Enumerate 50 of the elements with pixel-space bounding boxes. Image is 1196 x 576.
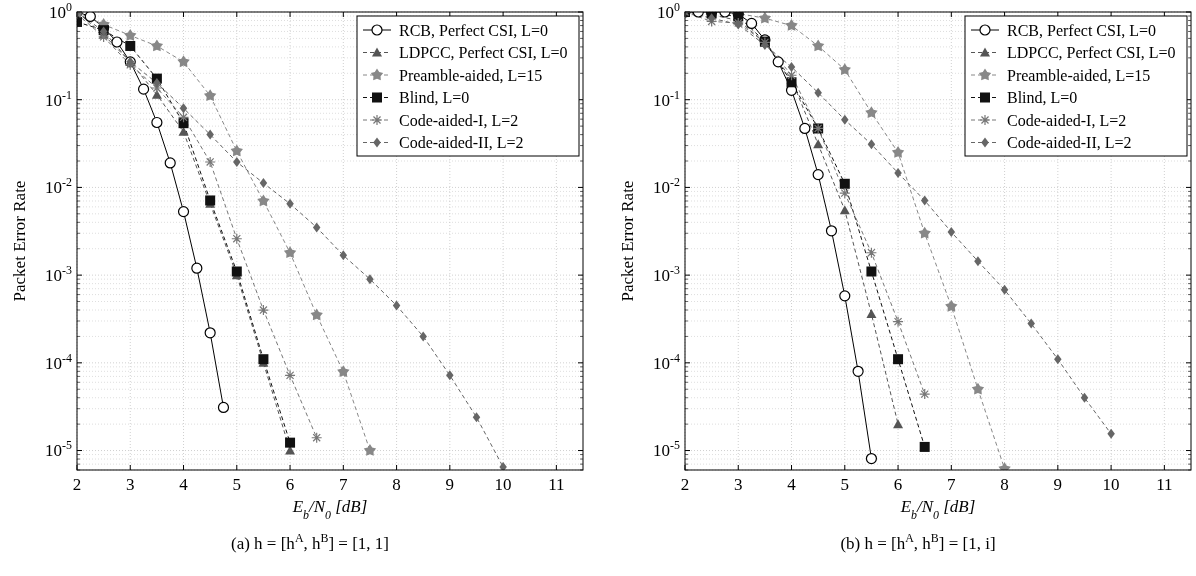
legend-label: LDPCC, Perfect CSI, L=0 [1007, 44, 1176, 62]
x-tick-label: 11 [548, 475, 565, 494]
y-tick-label: 10$^{-2}$ [653, 175, 681, 198]
x-tick-label: 6 [285, 475, 295, 494]
legend-label: Code-aided-I, L=2 [1007, 111, 1127, 129]
x-axis-title: E$_{b}$/N$_{0}$ [dB] [291, 497, 368, 522]
legend-label: Blind, L=0 [399, 89, 470, 107]
x-tick-label: 8 [1000, 475, 1009, 494]
x-tick-label: 8 [392, 475, 401, 494]
x-tick-label: 5 [840, 475, 850, 494]
x-tick-label: 10 [494, 475, 512, 494]
x-tick-label: 7 [339, 475, 349, 494]
legend-label: Preamble-aided, L=15 [1007, 66, 1151, 84]
legend-label: RCB, Perfect CSI, L=0 [1007, 21, 1157, 39]
y-tick-label: 10$^{-5}$ [653, 438, 681, 461]
x-tick-label: 3 [126, 475, 135, 494]
y-tick-label: 10$^{-2}$ [45, 175, 73, 198]
x-tick-label: 3 [734, 475, 743, 494]
x-tick-label: 4 [787, 475, 797, 494]
y-tick-label: 10$^{0}$ [657, 0, 681, 22]
legend-label: RCB, Perfect CSI, L=0 [399, 21, 549, 39]
y-axis-title: Packet Error Rate [10, 180, 29, 302]
text: (a) h = [h$^{A}$, h$^{B}$] = [1, 1] [231, 531, 389, 553]
y-tick-label: 10$^{-3}$ [45, 263, 73, 286]
x-axis-title: E$_{b}$/N$_{0}$ [dB] [899, 497, 976, 522]
x-tick-label: 10 [1102, 475, 1120, 494]
y-tick-label: 10$^{-1}$ [45, 87, 73, 110]
x-tick-label: 5 [232, 475, 242, 494]
legend-label: Code-aided-II, L=2 [1007, 134, 1132, 152]
y-tick-label: 10$^{-3}$ [653, 263, 681, 286]
y-tick-label: 10$^{0}$ [49, 0, 73, 22]
y-tick-label: 10$^{-1}$ [653, 87, 681, 110]
legend-label: LDPCC, Perfect CSI, L=0 [399, 44, 568, 62]
x-tick-label: 11 [1156, 475, 1173, 494]
x-tick-label: 9 [445, 475, 455, 494]
x-tick-label: 2 [680, 475, 690, 494]
x-tick-label: 4 [179, 475, 189, 494]
x-tick-label: 9 [1053, 475, 1063, 494]
x-tick-label: 6 [893, 475, 903, 494]
y-tick-label: 10$^{-4}$ [45, 350, 73, 373]
y-tick-label: 10$^{-4}$ [653, 350, 681, 373]
x-tick-label: 7 [947, 475, 957, 494]
legend-label: Code-aided-II, L=2 [399, 134, 524, 152]
text: (b) h = [h$^{A}$, h$^{B}$] = [1, i] [840, 531, 996, 553]
legend-label: Code-aided-I, L=2 [399, 111, 519, 129]
x-tick-label: 2 [72, 475, 82, 494]
legend-label: Blind, L=0 [1007, 89, 1078, 107]
legend-label: Preamble-aided, L=15 [399, 66, 543, 84]
y-axis-title: Packet Error Rate [618, 180, 637, 302]
y-tick-label: 10$^{-5}$ [45, 438, 73, 461]
